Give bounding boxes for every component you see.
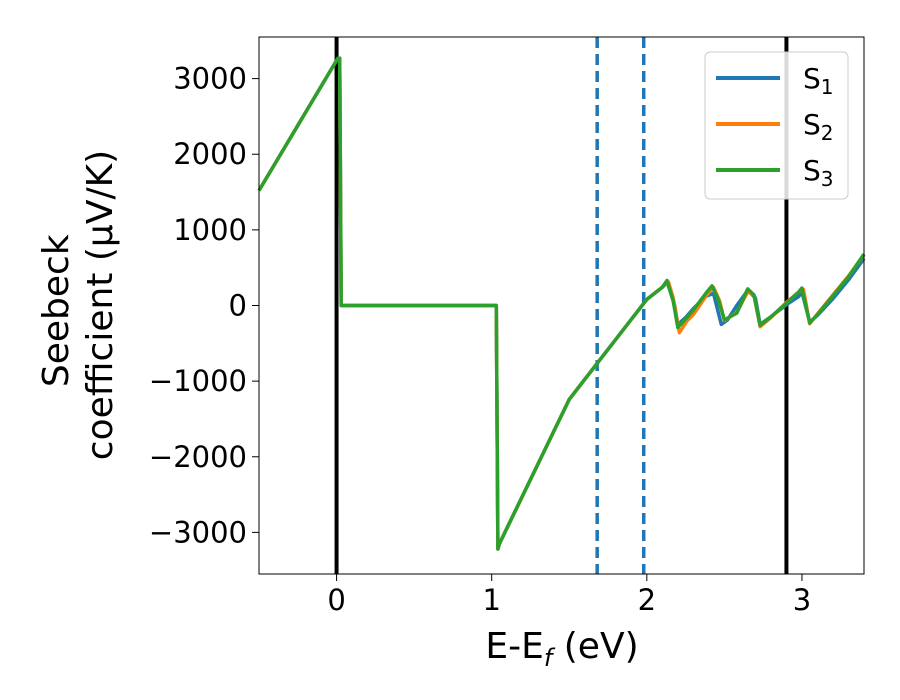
x-axis-ticks: 0 1 2 3	[327, 574, 811, 617]
x-tick-label: 2	[638, 583, 656, 617]
y-axis-ticks: 3000 2000 1000 0 −1000 −2000 −3000	[149, 62, 259, 549]
legend-label-S3: S3	[803, 154, 834, 191]
y-tick-label: 1000	[173, 213, 247, 247]
series-line-S3	[257, 56, 866, 551]
x-tick-label: 3	[793, 583, 811, 617]
x-axis-label: E-Ef (eV)	[485, 626, 638, 672]
y-tick-label: −1000	[149, 364, 247, 398]
x-tick-label: 0	[327, 583, 345, 617]
y-axis-label: Seebeck coefficient (μV/K)	[36, 150, 121, 460]
y-axis-label-line1: Seebeck	[36, 234, 77, 387]
legend-label-S2: S2	[803, 108, 834, 145]
legend-entries: S1 S2 S3	[716, 62, 834, 191]
x-tick-label: 1	[482, 583, 500, 617]
y-tick-label: 0	[229, 289, 247, 323]
legend: S1 S2 S3	[704, 51, 849, 200]
legend-label-S1: S1	[803, 62, 834, 99]
y-tick-label: −3000	[149, 515, 247, 549]
y-tick-label: −2000	[149, 440, 247, 474]
y-tick-label: 2000	[173, 137, 247, 171]
y-tick-label: 3000	[173, 62, 247, 96]
y-axis-label-line2: coefficient (μV/K)	[80, 150, 121, 460]
series-lines	[257, 56, 866, 551]
